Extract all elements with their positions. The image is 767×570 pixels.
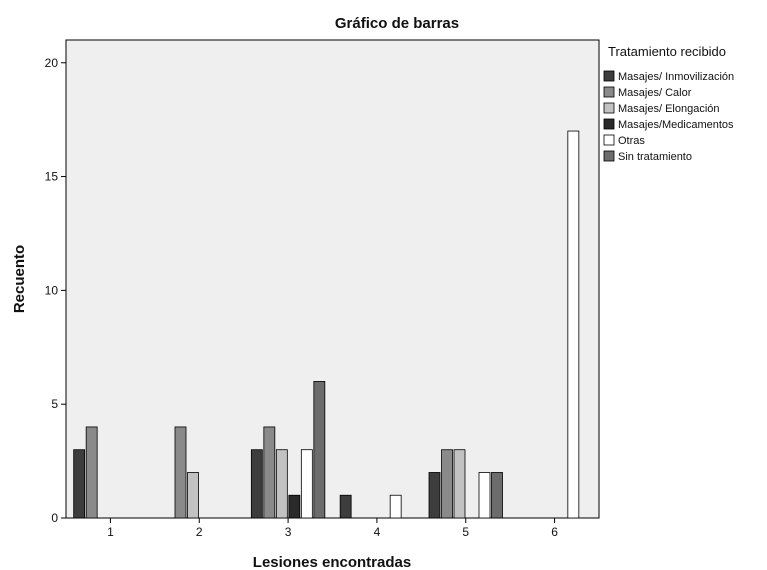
bar	[85, 426, 98, 519]
bar	[73, 449, 86, 519]
legend-swatch	[603, 102, 615, 114]
x-tick-label: 2	[196, 525, 203, 539]
y-tick-label: 10	[45, 283, 59, 297]
legend-swatch	[603, 134, 615, 146]
bar	[288, 494, 301, 519]
x-axis-label: Lesiones encontradas	[253, 554, 411, 570]
legend-label: Masajes/ Inmovilización	[618, 71, 734, 83]
legend-label: Sin tratamiento	[618, 151, 692, 163]
y-tick-label: 15	[45, 170, 59, 184]
chart-title: Gráfico de barras	[335, 15, 459, 32]
legend-label: Masajes/ Calor	[618, 87, 692, 99]
y-tick-label: 5	[51, 397, 58, 411]
bar	[453, 449, 466, 519]
bar	[441, 449, 453, 519]
plot-area	[65, 39, 600, 519]
x-tick-label: 3	[285, 525, 292, 539]
bar	[263, 426, 276, 519]
y-axis-label: Recuento	[11, 245, 28, 313]
bar	[174, 426, 187, 519]
legend: Masajes/ Inmovilización Masajes/ Calor Mas…	[603, 70, 734, 163]
bar	[567, 130, 580, 519]
bar	[300, 449, 313, 519]
bar	[428, 472, 441, 519]
bar	[313, 381, 326, 519]
x-axis: 1 2 3 4 5 6	[107, 518, 558, 539]
legend-title: Tratamiento recibido	[608, 44, 726, 59]
legend-label: Otras	[618, 135, 645, 147]
bar	[389, 494, 402, 519]
bar	[478, 472, 491, 519]
legend-swatch	[603, 150, 615, 162]
legend-label: Masajes/ Elongación	[618, 103, 720, 115]
bars-layer	[73, 130, 580, 519]
x-tick-label: 6	[551, 525, 558, 539]
legend-label: Masajes/Medicamentos	[618, 119, 734, 131]
bar	[187, 472, 199, 519]
x-tick-label: 5	[462, 525, 469, 539]
y-axis: 0 5 10 15 20	[45, 56, 66, 525]
bar	[339, 494, 352, 519]
bar	[491, 472, 503, 519]
legend-swatch	[603, 86, 615, 98]
bar	[250, 449, 263, 519]
x-tick-label: 1	[107, 525, 114, 539]
x-tick-label: 4	[374, 525, 381, 539]
bar	[275, 449, 288, 519]
legend-swatch	[603, 70, 615, 82]
legend-swatch	[603, 118, 615, 130]
y-tick-label: 0	[51, 511, 58, 525]
y-tick-label: 20	[45, 56, 59, 70]
